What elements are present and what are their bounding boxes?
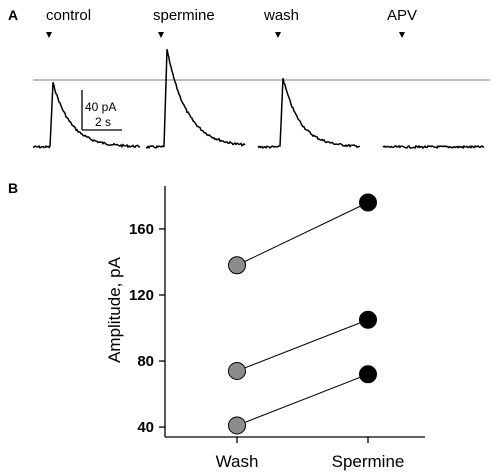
point-wash-2 [228, 361, 246, 380]
panel-b-label: B [8, 180, 18, 196]
y-tick-label-40: 40 [137, 419, 154, 436]
condition-label-apv: APV [387, 7, 417, 24]
condition-label-control: control [46, 7, 91, 24]
pair-line-2 [236, 319, 369, 372]
condition-label-wash: wash [263, 7, 299, 24]
stimulus-marker-wash [275, 32, 281, 38]
trace-apv [382, 144, 485, 150]
point-spermine-1 [359, 193, 377, 212]
stimulus-marker-control [46, 32, 52, 38]
trace-wash [257, 77, 361, 149]
y-axis-title: Amplitude, pA [105, 256, 124, 362]
y-tick-label-80: 80 [137, 353, 154, 370]
x-category-label-spermine: Spermine [332, 452, 405, 471]
panel-a-traces: A control spermine wash APV 40 pA 2 s [8, 7, 490, 150]
y-tick-label-120: 120 [129, 287, 154, 304]
trace-spermine [145, 49, 246, 149]
pair-line-1 [236, 202, 369, 266]
panel-a-label: A [8, 7, 18, 23]
stimulus-marker-spermine [158, 32, 164, 38]
point-wash-1 [228, 256, 246, 275]
condition-label-spermine: spermine [153, 7, 215, 24]
x-category-label-wash: Wash [216, 452, 259, 471]
scale-bar-amplitude-label: 40 pA [85, 100, 116, 114]
point-wash-3 [228, 416, 246, 435]
x-categories: Wash Spermine [216, 437, 405, 471]
series-lines [236, 202, 369, 426]
y-ticks: 40 80 120 160 [129, 221, 165, 436]
y-tick-label-160: 160 [129, 221, 154, 238]
pair-line-3 [236, 373, 369, 426]
scale-bar-time-label: 2 s [95, 115, 111, 129]
panel-b-chart: B Amplitude, pA 40 80 120 160 Wash Spermine [8, 180, 425, 471]
data-points [228, 193, 377, 435]
stimulus-marker-apv [399, 32, 405, 38]
point-spermine-2 [359, 310, 377, 329]
trace-control [32, 82, 140, 149]
point-spermine-3 [359, 365, 377, 384]
